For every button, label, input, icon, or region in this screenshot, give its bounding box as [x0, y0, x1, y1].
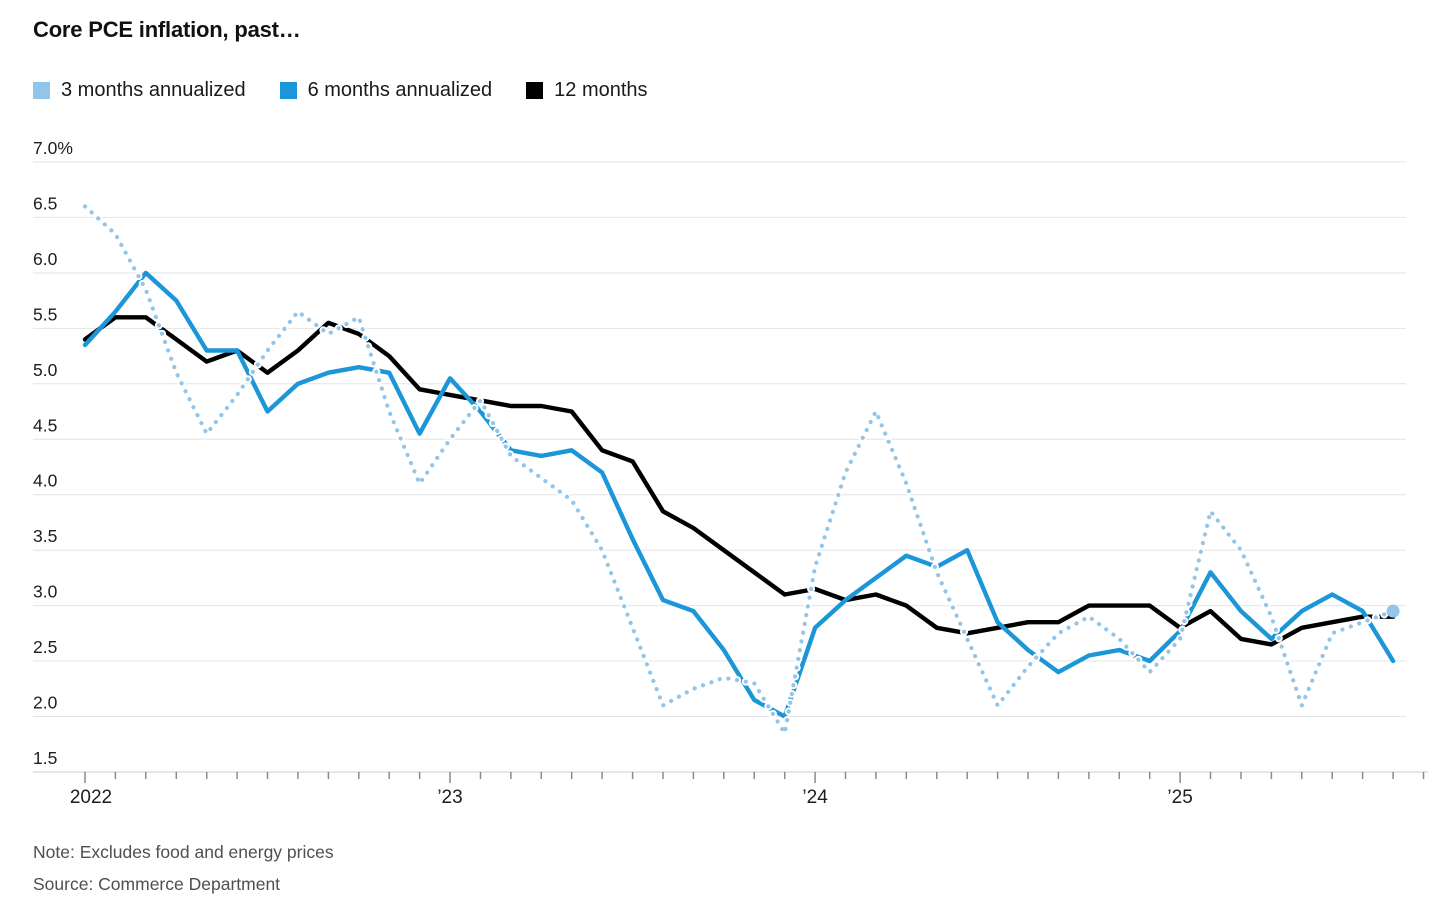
- svg-text:2.0: 2.0: [33, 693, 58, 713]
- svg-text:6.5: 6.5: [33, 193, 57, 213]
- chart-title: Core PCE inflation, past…: [33, 17, 301, 42]
- legend-item-3-months: 3 months annualized: [33, 79, 246, 102]
- svg-text:2022: 2022: [70, 787, 112, 808]
- svg-text:3.5: 3.5: [33, 526, 57, 546]
- svg-text:6.0: 6.0: [33, 249, 58, 269]
- chart-note: Note: Excludes food and energy prices: [33, 842, 334, 862]
- svg-text:4.5: 4.5: [33, 415, 57, 435]
- chart-legend: 3 months annualized 6 months annualized …: [33, 79, 648, 102]
- svg-text:4.0: 4.0: [33, 471, 58, 491]
- legend-swatch-6-months: [279, 82, 297, 99]
- legend-item-6-months: 6 months annualized: [279, 79, 493, 102]
- svg-text:5.5: 5.5: [33, 304, 57, 324]
- svg-text:3.0: 3.0: [33, 582, 58, 602]
- svg-text:’25: ’25: [1167, 787, 1192, 808]
- legend-label-6-months: 6 months annualized: [307, 79, 493, 101]
- legend-item-12-months: 12 months: [526, 79, 648, 102]
- svg-text:’24: ’24: [802, 787, 828, 808]
- chart-footnote: Note: Excludes food and energy prices So…: [33, 836, 334, 900]
- svg-text:1.5: 1.5: [33, 748, 57, 768]
- svg-text:2.5: 2.5: [33, 637, 57, 657]
- legend-label-12-months: 12 months: [554, 79, 648, 101]
- svg-text:7.0%: 7.0%: [33, 138, 73, 158]
- svg-text:5.0: 5.0: [33, 360, 58, 380]
- chart-source: Source: Commerce Department: [33, 874, 281, 894]
- legend-swatch-3-months: [33, 82, 50, 99]
- legend-label-3-months: 3 months annualized: [61, 79, 246, 101]
- legend-swatch-12-months: [526, 82, 544, 99]
- svg-text:’23: ’23: [437, 787, 462, 808]
